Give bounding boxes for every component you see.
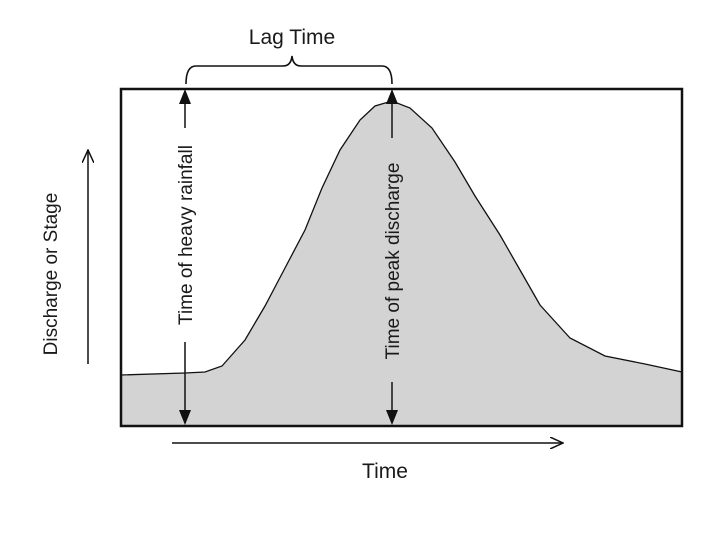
x-axis-label: Time xyxy=(362,460,408,483)
plot-frame xyxy=(119,87,684,428)
peak-marker xyxy=(386,89,398,425)
rainfall-marker xyxy=(179,89,191,425)
rainfall-marker-label: Time of heavy rainfall xyxy=(176,145,197,325)
y-axis-label: Discharge or Stage xyxy=(41,193,62,356)
hydrograph-area xyxy=(121,101,682,426)
lag-time-label: Lag Time xyxy=(249,26,335,49)
lag-time-brace xyxy=(185,55,393,85)
peak-marker-label: Time of peak discharge xyxy=(383,163,404,360)
hydrograph-curve xyxy=(120,100,683,376)
